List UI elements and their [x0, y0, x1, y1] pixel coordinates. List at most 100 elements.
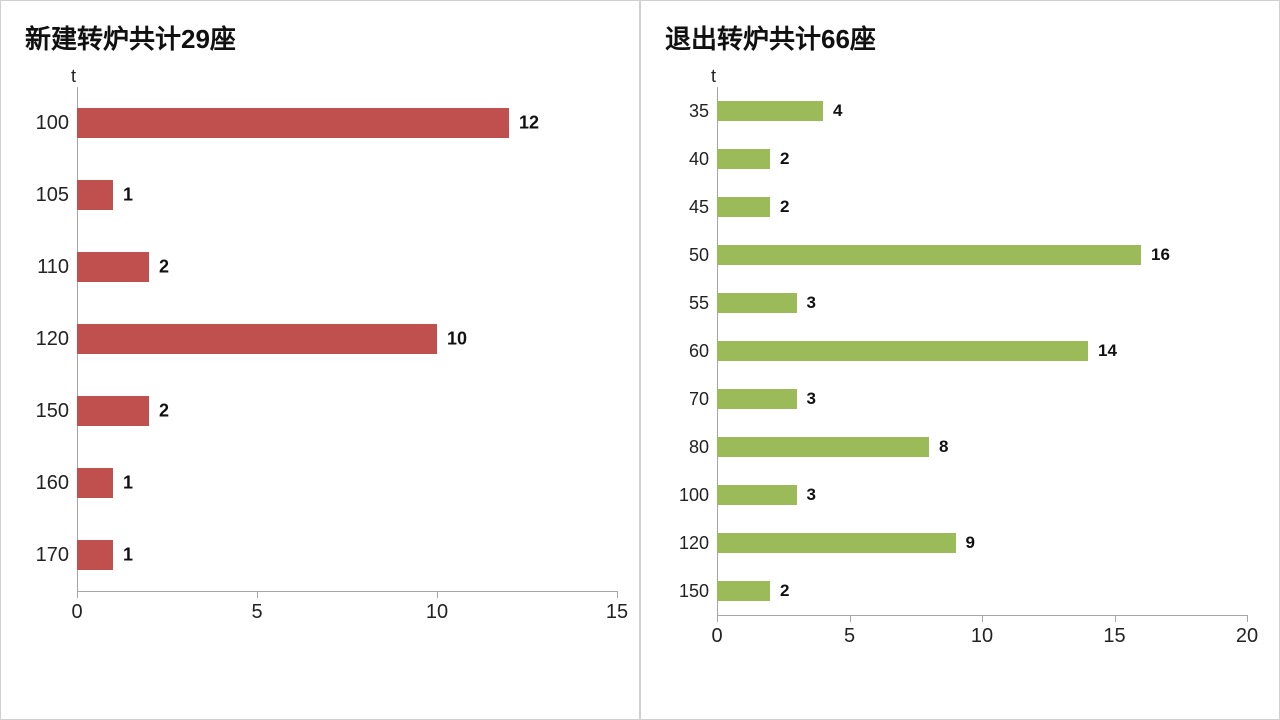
right-bar — [717, 245, 1141, 265]
left-x-tick-mark — [437, 591, 438, 598]
left-bar-row: 1502 — [21, 375, 619, 447]
left-bar-track: 1 — [77, 519, 619, 591]
left-value-label: 10 — [447, 329, 467, 350]
right-category-label: 45 — [661, 197, 717, 218]
right-bar-row: 402 — [661, 135, 1259, 183]
left-bar-track: 1 — [77, 447, 619, 519]
right-bar-track: 14 — [717, 327, 1259, 375]
right-y-axis-label: t — [711, 66, 1259, 87]
right-bar-track: 3 — [717, 375, 1259, 423]
right-bar — [717, 485, 797, 505]
left-bar-track: 10 — [77, 303, 619, 375]
right-value-label: 4 — [833, 101, 842, 121]
right-category-label: 80 — [661, 437, 717, 458]
right-bar — [717, 437, 929, 457]
right-value-label: 8 — [939, 437, 948, 457]
right-bar — [717, 149, 770, 169]
right-value-label: 9 — [966, 533, 975, 553]
right-bar-track: 8 — [717, 423, 1259, 471]
left-value-label: 1 — [123, 185, 133, 206]
right-bar-track: 4 — [717, 87, 1259, 135]
left-category-label: 120 — [21, 328, 77, 351]
right-bar-row: 1502 — [661, 567, 1259, 615]
right-bar-track: 2 — [717, 567, 1259, 615]
left-bar-track: 2 — [77, 375, 619, 447]
left-chart-area: 100121051110212010150216011701051015 — [21, 87, 619, 621]
left-x-tick-mark — [257, 591, 258, 598]
left-x-axis: 051015 — [77, 591, 617, 621]
right-x-tick-mark — [982, 615, 983, 622]
right-x-tick-label: 5 — [844, 625, 855, 648]
left-category-label: 105 — [21, 184, 77, 207]
right-bar-row: 35 4 — [661, 87, 1259, 135]
right-x-tick-mark — [1115, 615, 1116, 622]
left-x-tick-label: 0 — [71, 601, 82, 624]
right-bar-row: 452 — [661, 183, 1259, 231]
right-value-label: 16 — [1151, 245, 1170, 265]
right-x-tick-mark — [1247, 615, 1248, 622]
right-value-label: 3 — [807, 485, 816, 505]
left-bar-track: 12 — [77, 87, 619, 159]
right-bar — [717, 389, 797, 409]
left-bar — [77, 324, 437, 354]
left-category-label: 150 — [21, 400, 77, 423]
left-bar-row: 110 2 — [21, 231, 619, 303]
left-category-label: 160 — [21, 472, 77, 495]
right-bar — [717, 581, 770, 601]
right-bar-track: 16 — [717, 231, 1259, 279]
right-value-label: 2 — [780, 581, 789, 601]
left-plot: 100121051110212010150216011701 — [21, 87, 619, 591]
left-bar — [77, 108, 509, 138]
left-bar — [77, 180, 113, 210]
left-x-tick-label: 15 — [606, 601, 628, 624]
right-x-tick-label: 10 — [971, 625, 993, 648]
left-value-label: 1 — [123, 545, 133, 566]
left-category-label: 110 — [21, 256, 77, 279]
right-category-label: 40 — [661, 149, 717, 170]
right-category-label: 35 — [661, 101, 717, 122]
right-category-label: 60 — [661, 341, 717, 362]
left-value-label: 1 — [123, 473, 133, 494]
left-value-label: 12 — [519, 113, 539, 134]
left-bar-track: 2 — [77, 231, 619, 303]
left-x-tick-mark — [77, 591, 78, 598]
right-bar-row: 50 16 — [661, 231, 1259, 279]
right-category-label: 50 — [661, 245, 717, 266]
left-y-axis-label: t — [71, 66, 619, 87]
right-x-tick-mark — [850, 615, 851, 622]
left-x-tick-label: 5 — [251, 601, 262, 624]
right-category-label: 120 — [661, 533, 717, 554]
left-value-label: 2 — [159, 257, 169, 278]
right-bar-row: 120 9 — [661, 519, 1259, 567]
right-bar-track: 9 — [717, 519, 1259, 567]
left-chart-title: 新建转炉共计29座 — [25, 19, 619, 56]
right-value-label: 14 — [1098, 341, 1117, 361]
right-x-axis: 05101520 — [717, 615, 1247, 645]
right-plot: 35440245250165536014703808100312091502 — [661, 87, 1259, 615]
left-x-tick-label: 10 — [426, 601, 448, 624]
right-bar — [717, 293, 797, 313]
right-category-label: 55 — [661, 293, 717, 314]
right-category-label: 100 — [661, 485, 717, 506]
left-category-label: 170 — [21, 544, 77, 567]
left-value-label: 2 — [159, 401, 169, 422]
right-bar-row: 100 3 — [661, 471, 1259, 519]
right-bar-row: 55 3 — [661, 279, 1259, 327]
right-bar — [717, 341, 1088, 361]
right-bar-track: 3 — [717, 279, 1259, 327]
left-chart-panel: 新建转炉共计29座 t 1001210511102120101502160117… — [0, 0, 640, 720]
right-bar-track: 3 — [717, 471, 1259, 519]
right-category-label: 70 — [661, 389, 717, 410]
left-bar — [77, 252, 149, 282]
right-chart-title: 退出转炉共计66座 — [665, 19, 1259, 56]
right-bar-track: 2 — [717, 135, 1259, 183]
left-bar-row: 1701 — [21, 519, 619, 591]
right-value-label: 3 — [807, 389, 816, 409]
left-bar — [77, 540, 113, 570]
right-bar-track: 2 — [717, 183, 1259, 231]
right-x-tick-mark — [717, 615, 718, 622]
right-bar — [717, 101, 823, 121]
right-x-tick-label: 0 — [711, 625, 722, 648]
right-value-label: 3 — [807, 293, 816, 313]
left-bar — [77, 396, 149, 426]
